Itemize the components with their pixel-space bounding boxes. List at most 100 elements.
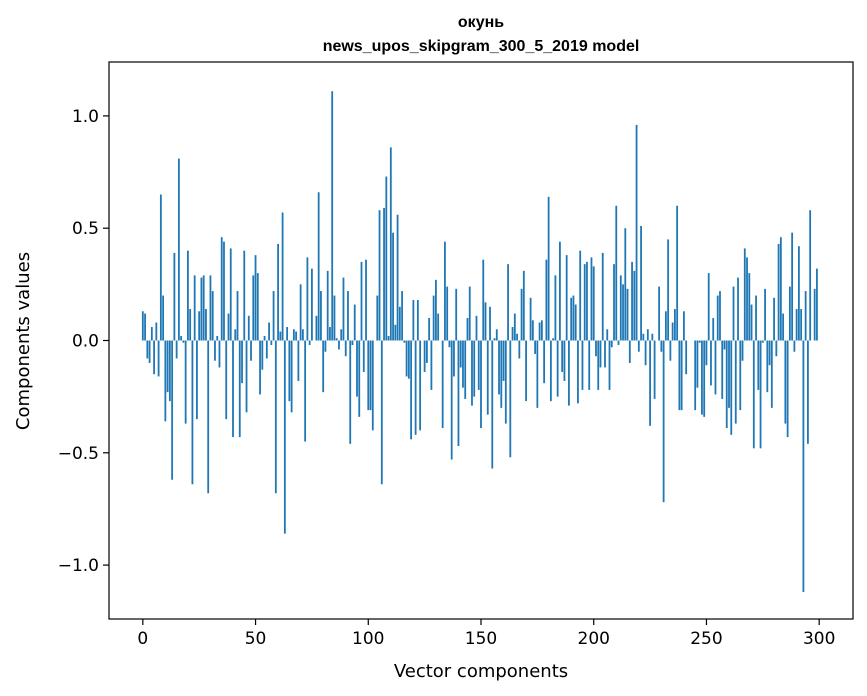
- bar: [317, 192, 320, 341]
- bar: [707, 273, 710, 341]
- bar: [498, 340, 500, 395]
- bar: [493, 338, 496, 341]
- bar: [259, 340, 261, 395]
- bar: [182, 340, 185, 343]
- bar: [606, 329, 609, 341]
- bar: [218, 340, 221, 368]
- bar: [320, 291, 322, 341]
- bar: [673, 309, 676, 341]
- bar: [669, 340, 672, 361]
- bar: [610, 340, 613, 348]
- x-tick-label: 300: [803, 629, 835, 649]
- bar: [782, 313, 785, 341]
- bar: [299, 284, 302, 341]
- bar: [509, 340, 512, 458]
- bar: [608, 340, 611, 390]
- bar: [685, 340, 688, 375]
- bar: [265, 340, 268, 359]
- bar: [788, 286, 791, 341]
- bar: [522, 270, 525, 341]
- bar: [191, 340, 194, 485]
- bar: [635, 124, 638, 341]
- bar: [394, 324, 397, 341]
- bar: [748, 273, 751, 341]
- bar: [344, 340, 347, 357]
- bar: [351, 340, 354, 345]
- bar: [180, 336, 183, 341]
- bar: [622, 284, 624, 341]
- bar: [437, 313, 440, 341]
- bar: [412, 300, 415, 341]
- bar: [525, 340, 527, 402]
- bar: [425, 340, 428, 363]
- bar: [432, 295, 435, 341]
- bar: [764, 288, 766, 341]
- bar: [732, 286, 735, 341]
- bar: [162, 295, 165, 341]
- bar: [543, 340, 546, 384]
- bar: [613, 264, 615, 341]
- chart-subtitle: news_upos_skipgram_300_5_2019 model: [323, 38, 640, 55]
- bar: [489, 306, 491, 341]
- y-tick-label: 0.0: [72, 332, 99, 352]
- bar: [177, 158, 180, 341]
- bar: [728, 340, 730, 408]
- bar: [356, 340, 358, 397]
- bar: [250, 340, 252, 361]
- bar: [804, 291, 807, 341]
- bar: [678, 340, 681, 411]
- bar: [243, 250, 246, 341]
- bar: [712, 318, 715, 341]
- bar: [322, 340, 325, 393]
- bar: [475, 315, 478, 341]
- bar: [223, 241, 225, 341]
- bar: [800, 309, 803, 341]
- bar: [549, 340, 552, 402]
- bar: [538, 322, 541, 341]
- bar: [617, 340, 620, 345]
- bar: [642, 333, 645, 341]
- bar: [680, 340, 683, 411]
- bar: [290, 340, 293, 413]
- bar: [579, 250, 582, 341]
- bar: [809, 210, 812, 341]
- bar: [466, 318, 469, 341]
- bar: [511, 327, 514, 341]
- bar: [306, 257, 309, 341]
- bar: [644, 340, 647, 366]
- bar: [746, 257, 748, 341]
- bar: [214, 340, 216, 361]
- bar: [383, 207, 385, 341]
- bar: [159, 194, 162, 341]
- bar: [757, 340, 760, 390]
- bar: [518, 340, 521, 359]
- y-tick-label: −0.5: [58, 444, 99, 464]
- bar: [683, 311, 685, 341]
- bar: [389, 147, 392, 341]
- bar: [457, 340, 460, 447]
- bar: [141, 311, 144, 341]
- bar: [536, 340, 539, 408]
- bar: [714, 340, 717, 395]
- bar: [342, 277, 345, 341]
- bar: [646, 329, 649, 341]
- bar: [588, 340, 591, 390]
- bar: [166, 340, 169, 393]
- bar: [741, 340, 744, 361]
- bar: [797, 246, 800, 341]
- bar: [301, 329, 304, 341]
- bar: [559, 241, 561, 341]
- bar: [507, 264, 509, 341]
- bar: [664, 311, 667, 341]
- bar: [462, 340, 464, 388]
- bar: [378, 210, 381, 341]
- bar: [281, 212, 284, 341]
- bar: [252, 275, 255, 341]
- bar: [198, 311, 201, 341]
- bar: [755, 295, 757, 341]
- bar: [572, 295, 575, 341]
- bar: [529, 297, 532, 341]
- bar: [353, 304, 356, 341]
- bar: [331, 91, 334, 341]
- bar: [813, 288, 816, 341]
